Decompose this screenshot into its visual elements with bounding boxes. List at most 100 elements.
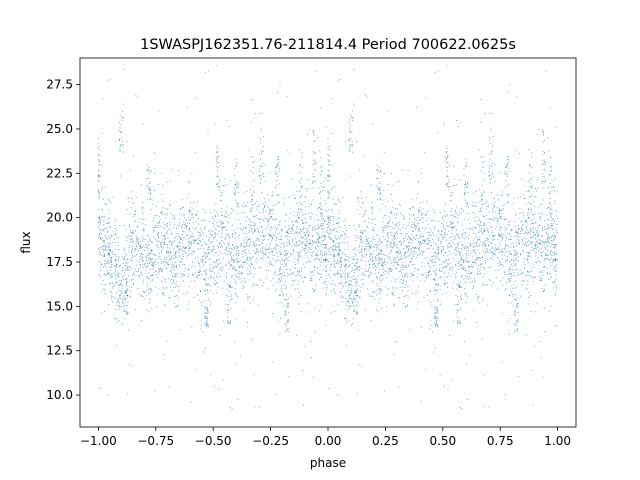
- data-point: [314, 266, 316, 268]
- data-point: [385, 244, 387, 246]
- data-point: [498, 199, 499, 201]
- data-point: [552, 240, 554, 241]
- data-point: [285, 264, 287, 266]
- data-point: [279, 220, 281, 222]
- data-point: [141, 274, 143, 276]
- data-point: [478, 236, 480, 238]
- data-point: [545, 70, 547, 72]
- data-point: [521, 221, 523, 223]
- data-point: [226, 250, 228, 252]
- data-point: [134, 213, 136, 215]
- data-point: [190, 210, 192, 212]
- data-point: [412, 251, 414, 253]
- data-point: [248, 245, 250, 247]
- data-point: [432, 270, 434, 272]
- data-point: [333, 216, 335, 218]
- data-point: [247, 273, 249, 275]
- data-point: [549, 264, 551, 266]
- data-point: [510, 302, 512, 304]
- data-point: [191, 250, 193, 252]
- data-point: [510, 239, 512, 240]
- data-point: [160, 251, 162, 253]
- data-point: [279, 233, 281, 235]
- data-point: [457, 222, 459, 224]
- data-point: [212, 246, 214, 247]
- data-point: [201, 261, 203, 263]
- data-point: [255, 252, 257, 254]
- data-point: [276, 236, 277, 238]
- data-point: [242, 227, 244, 229]
- data-point: [408, 224, 410, 226]
- data-point: [367, 241, 369, 243]
- data-point: [213, 220, 215, 222]
- data-point: [544, 266, 546, 268]
- data-point: [384, 238, 386, 240]
- data-point: [251, 203, 253, 205]
- data-point: [483, 284, 485, 286]
- data-point: [360, 191, 362, 193]
- data-point: [532, 236, 534, 238]
- data-point: [281, 243, 282, 245]
- data-point: [200, 302, 202, 303]
- data-point: [211, 231, 213, 233]
- data-point: [445, 266, 447, 268]
- data-point: [285, 269, 287, 271]
- data-point: [258, 231, 260, 233]
- data-point: [364, 248, 366, 250]
- data-point: [461, 244, 463, 246]
- data-point: [245, 259, 247, 261]
- data-point: [435, 235, 437, 237]
- data-point: [210, 275, 212, 277]
- data-point: [337, 236, 339, 238]
- data-point: [167, 230, 168, 232]
- data-point: [409, 236, 411, 238]
- data-point: [411, 223, 413, 225]
- data-point: [392, 288, 394, 290]
- data-point: [221, 236, 223, 238]
- data-point: [327, 232, 329, 234]
- data-point: [261, 247, 263, 249]
- data-point: [441, 223, 443, 224]
- data-point: [316, 254, 318, 256]
- data-point: [485, 262, 487, 264]
- data-point: [103, 240, 105, 242]
- data-point: [228, 310, 229, 312]
- data-point: [258, 238, 260, 240]
- data-point: [133, 256, 135, 258]
- data-point: [365, 235, 367, 237]
- data-point: [344, 242, 346, 244]
- data-point: [240, 243, 242, 245]
- data-point: [388, 221, 390, 223]
- data-point: [518, 274, 520, 276]
- data-point: [207, 249, 209, 251]
- data-point: [479, 211, 481, 213]
- data-point: [405, 265, 407, 267]
- data-point: [120, 294, 121, 296]
- data-point: [554, 247, 556, 249]
- data-point: [195, 226, 197, 228]
- data-point: [166, 268, 168, 270]
- data-point: [528, 213, 530, 215]
- data-point: [470, 228, 472, 230]
- data-point: [549, 277, 551, 279]
- data-point: [170, 212, 172, 214]
- data-point: [535, 237, 537, 239]
- data-point: [142, 253, 144, 255]
- data-point: [356, 266, 358, 268]
- data-point: [313, 199, 315, 201]
- data-point: [475, 244, 477, 246]
- data-point: [411, 273, 413, 275]
- data-point: [325, 258, 327, 260]
- data-point: [240, 273, 242, 275]
- data-point: [287, 238, 289, 240]
- data-point: [341, 252, 343, 254]
- data-point: [419, 243, 421, 245]
- data-point: [361, 255, 363, 257]
- data-point: [482, 216, 484, 218]
- data-point: [547, 240, 549, 242]
- data-point: [526, 227, 527, 229]
- data-point: [167, 255, 169, 257]
- data-point: [252, 276, 254, 278]
- data-point: [290, 295, 292, 297]
